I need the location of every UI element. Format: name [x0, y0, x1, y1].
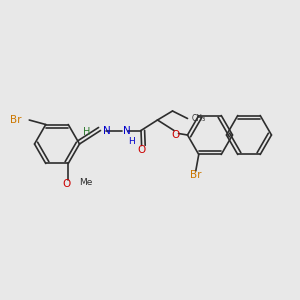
Text: Me: Me [79, 178, 92, 188]
Text: O: O [63, 179, 71, 190]
Text: N: N [103, 125, 111, 136]
Text: O: O [171, 130, 180, 140]
Text: H: H [83, 127, 91, 137]
Text: O: O [137, 145, 146, 155]
Text: N: N [123, 125, 131, 136]
Text: Br: Br [10, 115, 22, 125]
Text: Br: Br [190, 170, 202, 181]
Text: CH₃: CH₃ [192, 114, 206, 123]
Text: H: H [128, 137, 135, 146]
